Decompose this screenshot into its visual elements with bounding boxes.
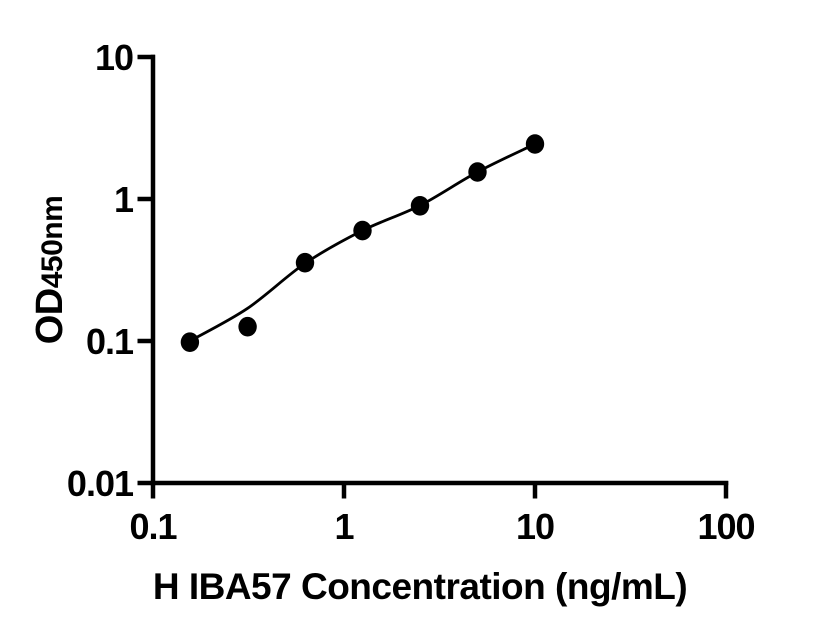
x-tick-label: 100 <box>697 506 754 547</box>
data-point-marker <box>410 196 430 216</box>
y-axis-tick-labels: 0.01 0.1 1 10 <box>67 37 135 504</box>
data-point-marker <box>238 316 257 337</box>
data-point-marker <box>295 252 315 273</box>
x-tick-label: 10 <box>516 506 554 547</box>
x-axis-ticks <box>150 481 729 499</box>
data-point-marker <box>353 220 372 241</box>
y-tick-label: 1 <box>114 179 134 220</box>
x-tick-label: 1 <box>334 506 354 547</box>
data-point-marker <box>180 332 200 353</box>
x-tick-label: 0.1 <box>129 506 177 547</box>
x-axis-title: H IBA57 Concentration (ng/mL) <box>153 566 687 607</box>
y-axis-title-main: OD <box>29 288 71 344</box>
data-points <box>180 134 545 353</box>
y-tick-label: 0.01 <box>67 463 134 504</box>
y-tick-label: 10 <box>95 37 133 78</box>
data-point-marker <box>525 134 545 154</box>
axes <box>150 54 729 486</box>
y-axis-ticks <box>137 54 155 486</box>
y-axis-title: OD450nm <box>29 196 71 345</box>
x-axis-tick-labels: 0.1 1 10 100 <box>129 506 755 547</box>
y-tick-label: 0.1 <box>86 321 134 362</box>
data-point-marker <box>468 162 487 182</box>
y-axis-title-sub: 450nm <box>36 196 69 289</box>
